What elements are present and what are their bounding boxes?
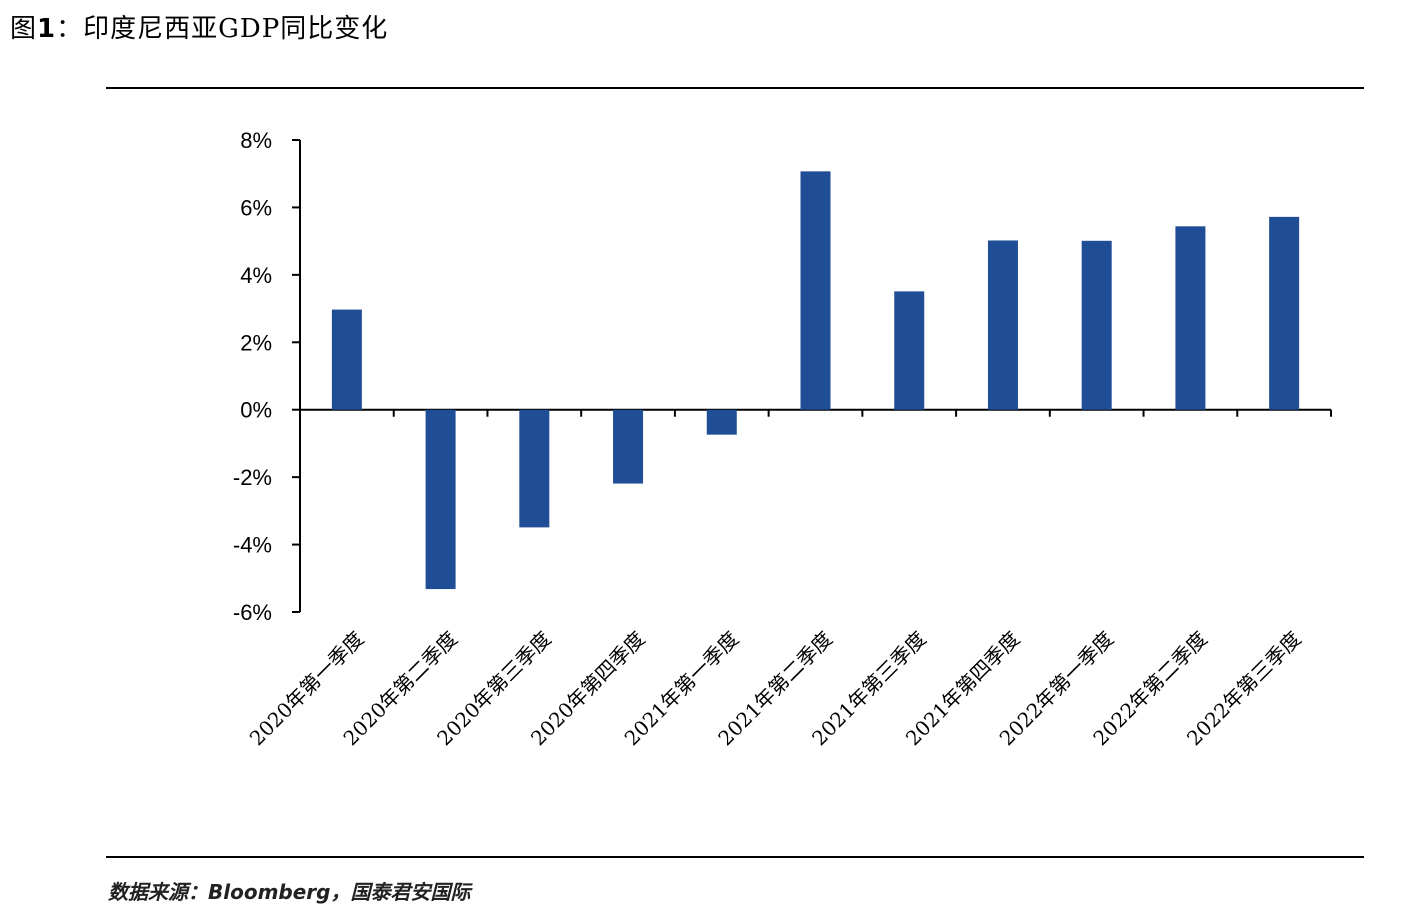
y-tick-label: -2% <box>233 465 272 490</box>
y-tick-label: -4% <box>233 533 272 558</box>
figure-label-separator: ： <box>56 14 84 44</box>
bar <box>1081 240 1112 410</box>
y-tick-label: 8% <box>240 128 272 153</box>
bar <box>425 409 456 590</box>
y-tick-label: 2% <box>240 330 272 355</box>
bottom-rule <box>106 856 1364 858</box>
bar <box>1269 216 1300 410</box>
figure-label-prefix: 图 <box>10 14 38 44</box>
bar <box>894 291 925 410</box>
bar <box>1175 226 1206 410</box>
bar <box>519 409 550 528</box>
figure-label-number: 1 <box>37 14 57 44</box>
y-tick-label: 4% <box>240 263 272 288</box>
y-tick-label: 0% <box>240 398 272 423</box>
figure-title-text: 印度尼西亚GDP同比变化 <box>83 14 389 44</box>
bar <box>800 171 831 410</box>
y-tick-label: -6% <box>233 600 272 625</box>
source-note: 数据来源：Bloomberg，国泰君安国际 <box>108 880 471 904</box>
bar <box>706 409 737 435</box>
bar <box>331 309 362 410</box>
bar <box>987 240 1018 410</box>
top-rule <box>106 87 1364 89</box>
y-tick-label: 6% <box>240 195 272 220</box>
figure-title: 图1：印度尼西亚GDP同比变化 <box>10 8 388 45</box>
bar <box>613 409 644 484</box>
